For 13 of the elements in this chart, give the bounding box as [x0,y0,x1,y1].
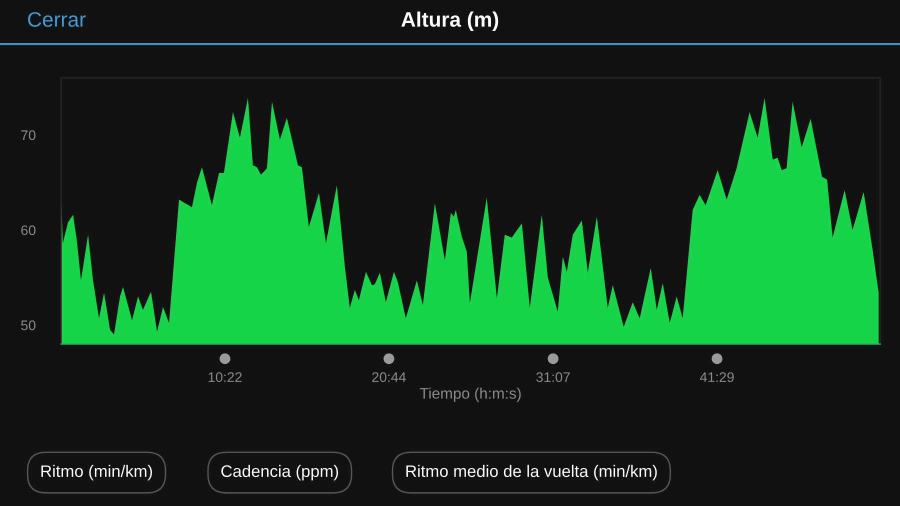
text: Ritmo (min/km) [41,464,152,480]
x-tick-label: 10:22 [208,372,242,382]
x-tick-label: 20:44 [372,372,406,382]
chart-title: Altura (m) [401,12,498,31]
text: Cadencia (ppm) [221,464,338,480]
x-tick-label: 31:07 [536,372,570,382]
x-tick-label: 41:29 [700,372,734,382]
y-tick-label: 60 [21,225,36,236]
y-tick-label: 50 [21,320,36,330]
y-tick-label: 70 [21,130,36,140]
x-axis-title: Tiempo (h:m:s) [420,388,521,402]
text: Cerrar [28,12,86,27]
text: Ritmo medio de la vuelta (min/km) [406,464,657,480]
